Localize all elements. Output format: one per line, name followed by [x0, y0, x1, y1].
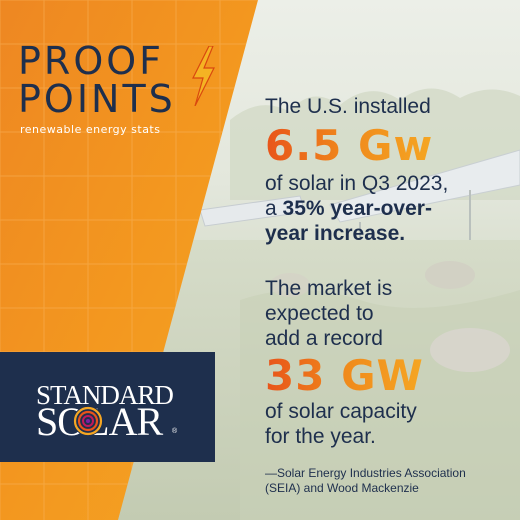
title-line-2: POINTS [18, 77, 176, 121]
stat-1-figure-text: 6.5 Gw [265, 121, 434, 170]
stat-1-percent-text: 35% year-over- [282, 197, 432, 220]
sun-swirl-icon [73, 406, 103, 436]
stat-1-line-1: The U.S. installed [265, 95, 431, 118]
stat-2-line-1: The market is [265, 277, 393, 300]
stat-1-line-3: a 35% year-over- [265, 196, 448, 221]
stat-2-line-4: of solar capacity [265, 400, 417, 423]
stat-1-line-2: of solar in Q3 2023, [265, 172, 449, 195]
stat-1-figure: 6.5 Gw [265, 123, 448, 169]
stat-2-line-2: expected to [265, 302, 374, 325]
title-line-1: PROOF [18, 39, 164, 83]
attribution: —Solar Energy Industries Association (SE… [265, 466, 466, 496]
stat-1-line-3-prefix: a [265, 197, 283, 220]
logo-standard-text: STANDARD [36, 380, 174, 410]
stat-2-block: The market is expected to add a record 3… [265, 276, 424, 449]
title-subtitle: renewable energy stats [20, 123, 161, 136]
attribution-line-2: (SEIA) and Wood Mackenzie [265, 481, 419, 495]
stat-2-line-3: add a record [265, 327, 383, 350]
stat-2-line-5: for the year. [265, 425, 376, 448]
stat-1-line-4: year increase. [265, 222, 406, 245]
proof-points-title: PROOF POINTS [18, 42, 218, 118]
stat-2-figure-text: 33 GW [265, 351, 424, 400]
attribution-line-1: —Solar Energy Industries Association [265, 466, 466, 480]
logo-registered-mark: ® [172, 428, 178, 435]
stat-2-figure: 33 GW [265, 353, 424, 399]
logo-background [0, 352, 215, 462]
lightning-bolt-icon [192, 46, 215, 106]
stat-1-block: The U.S. installed 6.5 Gw of solar in Q3… [265, 94, 448, 246]
